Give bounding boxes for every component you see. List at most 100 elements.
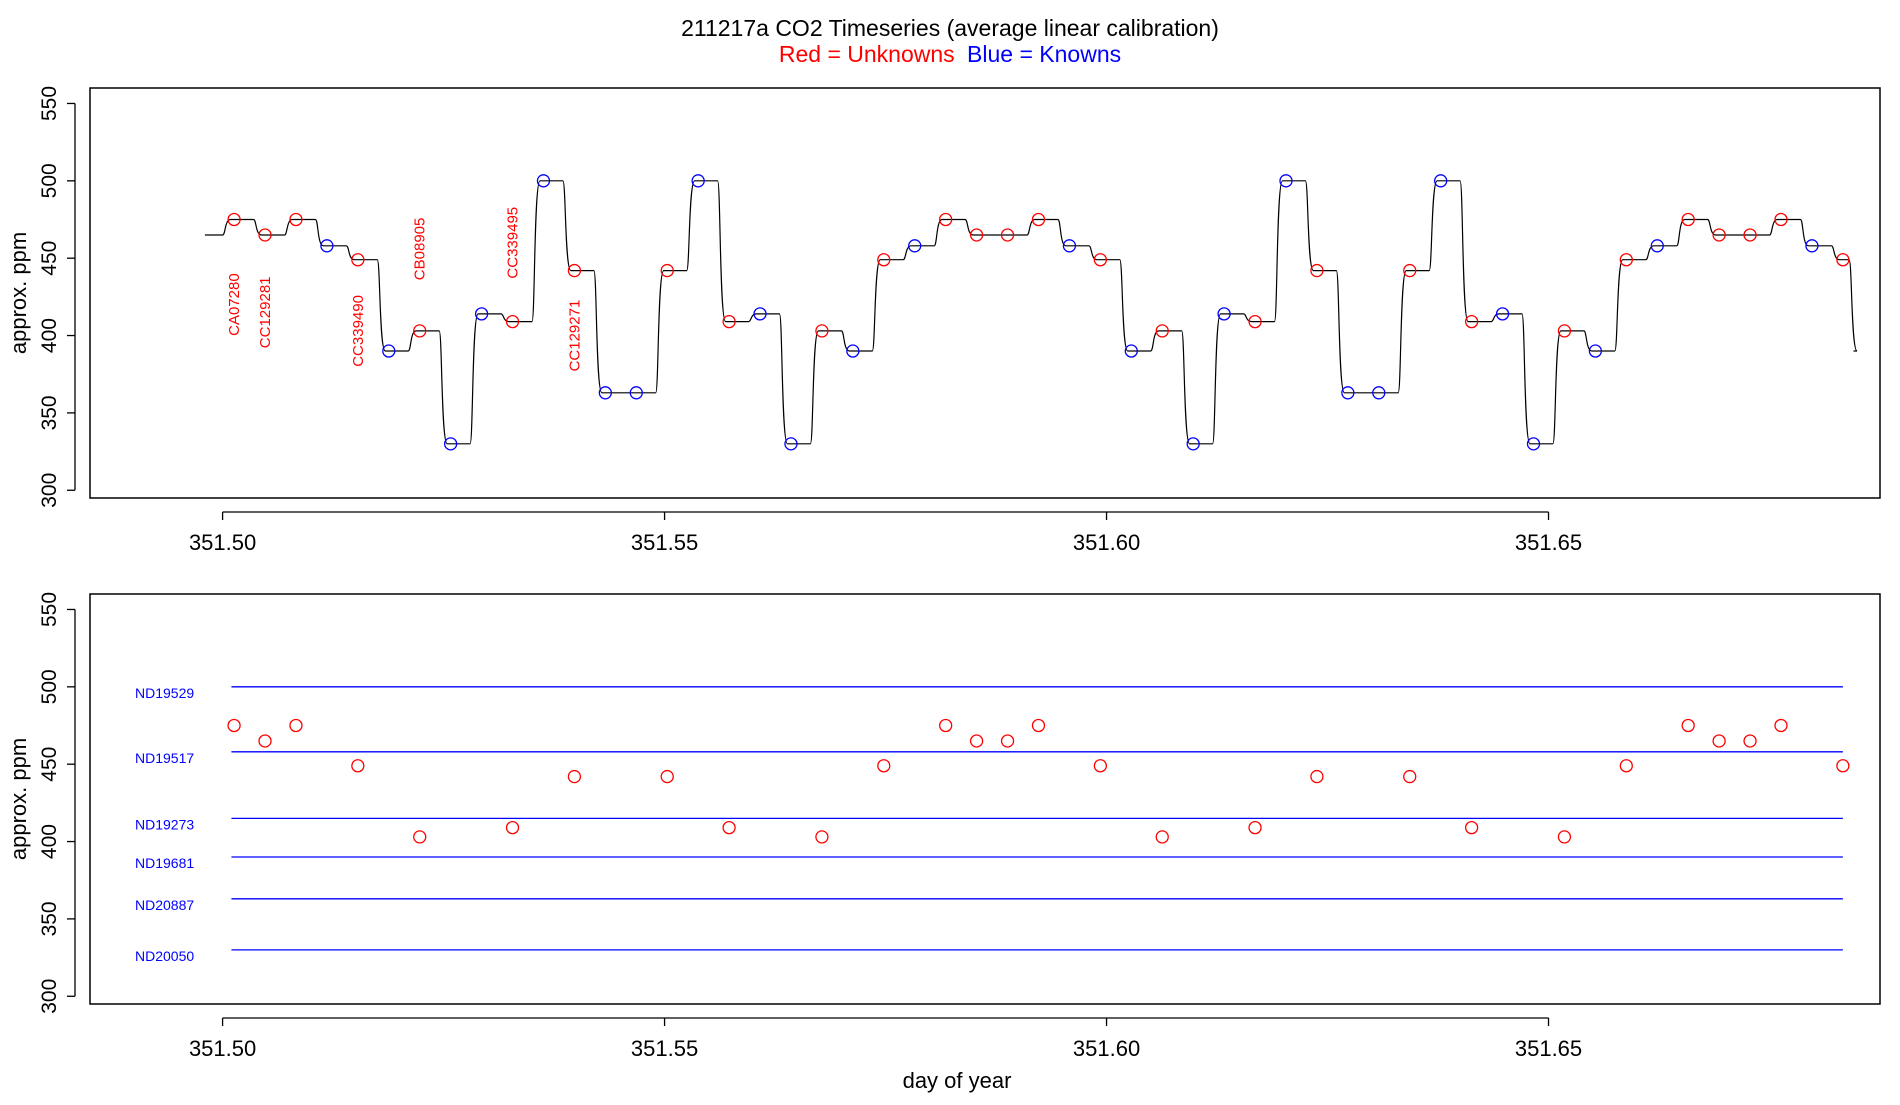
bottom-panel: 300 350 400 450 500 550 351.50 351.55 351.60 351… — [6, 592, 1881, 1093]
top-y-axis: 300 350 400 450 500 550 — [38, 86, 76, 508]
sample-id-label: CB08905 — [412, 218, 429, 281]
unknown-point — [1248, 314, 1262, 329]
unknown-point — [1743, 734, 1757, 748]
top-plot-frame — [89, 87, 1881, 499]
unknown-point — [1774, 718, 1788, 733]
known-point — [1434, 174, 1448, 188]
unknown-point — [939, 212, 953, 227]
bottom-standard-lines: ND19529 ND19517 ND19273 ND19681 ND20887 ND200… — [135, 685, 1843, 964]
unknown-point — [351, 759, 365, 773]
y-tick-label: 400 — [38, 824, 61, 859]
unknown-point — [258, 734, 272, 748]
known-point — [1526, 437, 1541, 451]
known-point — [629, 386, 643, 400]
unknown-point — [1557, 830, 1572, 844]
unknown-point — [660, 769, 674, 784]
unknown-point — [1774, 212, 1788, 227]
unknown-point — [1712, 734, 1726, 748]
unknown-point — [567, 769, 582, 784]
y-tick-label: 550 — [38, 86, 61, 121]
known-point — [1805, 239, 1819, 253]
x-tick-label: 351.55 — [631, 1036, 698, 1061]
subtitle-knowns: Blue = Knowns — [967, 41, 1121, 67]
unknown-point — [1557, 324, 1572, 338]
bottom-x-axis-label: day of year — [903, 1068, 1012, 1093]
sample-id-label: CA07280 — [226, 273, 243, 336]
unknown-point — [227, 718, 241, 733]
unknown-point — [1403, 769, 1417, 784]
unknown-point — [1000, 228, 1015, 242]
known-point — [1372, 386, 1386, 400]
x-tick-label: 351.55 — [631, 530, 698, 555]
unknown-point — [815, 324, 829, 338]
sample-id-label: CC129281 — [257, 276, 274, 348]
unknown-point — [660, 263, 674, 278]
x-tick-label: 351.65 — [1515, 530, 1582, 555]
top-y-axis-label: approx. ppm — [6, 232, 31, 354]
unknown-point — [1681, 212, 1695, 227]
unknown-point — [939, 718, 953, 733]
top-points — [227, 174, 1850, 451]
y-tick-label: 400 — [38, 318, 61, 353]
unknown-point — [1093, 253, 1108, 267]
unknown-point — [567, 263, 582, 278]
y-tick-label: 500 — [38, 163, 61, 198]
y-tick-label: 550 — [38, 592, 61, 627]
unknown-point — [351, 253, 365, 267]
unknown-point — [1403, 263, 1417, 278]
y-tick-label: 450 — [38, 747, 61, 782]
unknown-point — [969, 734, 984, 748]
unknown-point — [258, 228, 272, 242]
unknown-point — [505, 314, 520, 329]
known-point — [1495, 307, 1510, 321]
known-point — [1062, 239, 1077, 253]
known-point — [1279, 174, 1293, 188]
top-trace — [204, 180, 1858, 445]
unknown-point — [1836, 759, 1850, 773]
unknown-point — [722, 314, 736, 329]
bottom-points — [227, 718, 1850, 844]
known-point — [536, 174, 551, 188]
y-tick-label: 300 — [38, 473, 61, 508]
known-point — [382, 344, 396, 358]
bottom-y-axis: 300 350 400 450 500 550 — [38, 592, 76, 1014]
x-tick-label: 351.65 — [1515, 1036, 1582, 1061]
x-tick-label: 351.60 — [1073, 1036, 1140, 1061]
known-point — [1124, 344, 1138, 358]
unknown-point — [722, 820, 736, 835]
unknown-point — [505, 820, 520, 835]
sample-id-label: CC339495 — [505, 207, 522, 279]
known-point — [598, 386, 612, 400]
known-point — [1341, 386, 1355, 400]
unknown-point — [877, 253, 891, 267]
chart-subtitle: Red = Unknowns Blue = Knowns — [779, 41, 1121, 67]
unknown-point — [1681, 718, 1695, 733]
unknown-point — [1000, 734, 1015, 748]
unknown-point — [877, 759, 891, 773]
sample-id-label: CC129271 — [566, 300, 583, 372]
bottom-y-axis-label: approx. ppm — [6, 738, 31, 860]
y-tick-label: 300 — [38, 979, 61, 1014]
standard-label: ND19517 — [135, 750, 194, 766]
y-tick-label: 500 — [38, 669, 61, 704]
unknown-point — [1031, 718, 1046, 733]
unknown-point — [1619, 253, 1633, 267]
unknown-point — [1464, 820, 1479, 835]
unknown-point — [1712, 228, 1726, 242]
known-point — [846, 344, 860, 358]
known-point — [320, 239, 334, 253]
unknown-point — [1743, 228, 1757, 242]
y-tick-label: 350 — [38, 901, 61, 936]
x-tick-label: 351.60 — [1073, 530, 1140, 555]
unknown-point — [1310, 769, 1324, 784]
unknown-point — [289, 718, 303, 733]
standard-label: ND20050 — [135, 948, 194, 964]
known-point — [1650, 239, 1664, 253]
standard-label: ND19681 — [135, 855, 194, 871]
unknown-point — [1031, 212, 1046, 227]
unknown-point — [1093, 759, 1108, 773]
unknown-point — [289, 212, 303, 227]
sample-id-label: CC339490 — [350, 295, 367, 367]
x-tick-label: 351.50 — [189, 1036, 256, 1061]
